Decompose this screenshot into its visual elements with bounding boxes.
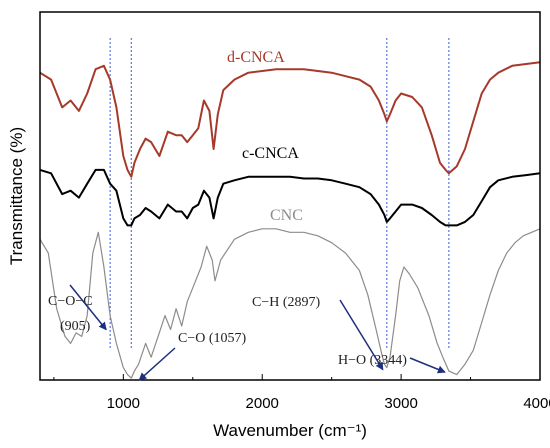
- annotations: C−O−C (905) C−O (1057) C−H (2897) H−O (3344): [48, 284, 446, 381]
- annotation-co-arrow: [138, 347, 176, 381]
- annotation-ho: H−O (3344): [338, 353, 407, 368]
- x-axis-title: Wavenumber (cm⁻¹): [213, 421, 367, 440]
- x-axis-ticks: 1000 2000 3000 4000: [53, 374, 550, 412]
- annotation-ch: C−H (2897): [252, 295, 321, 310]
- x-tick-label: 2000: [246, 395, 279, 412]
- x-tick-label: 3000: [384, 395, 417, 412]
- y-axis-title: Transmittance (%): [7, 127, 26, 265]
- series-labels: d-CNCA c-CNCA CNC: [227, 49, 303, 224]
- plot-area: [39, 38, 541, 379]
- series-label-cnc: CNC: [270, 207, 303, 224]
- annotation-ho-arrow: [409, 357, 446, 374]
- x-tick-label: 4000: [523, 395, 550, 412]
- annotation-coc-arrow: [69, 284, 107, 331]
- annotation-ch-arrow: [339, 299, 384, 371]
- x-tick-label: 1000: [107, 395, 140, 412]
- series-line-c-cnca: [39, 168, 541, 227]
- series-line-cnc: [39, 228, 541, 379]
- series-label-d-cnca: d-CNCA: [227, 49, 285, 66]
- annotation-co: C−O (1057): [178, 331, 247, 346]
- series-label-c-cnca: c-CNCA: [242, 145, 299, 162]
- annotation-coc-line2: (905): [60, 319, 91, 334]
- annotation-coc-line1: C−O−C: [48, 294, 93, 309]
- plot-frame: [39, 11, 541, 381]
- series-line-d-cnca: [39, 61, 541, 178]
